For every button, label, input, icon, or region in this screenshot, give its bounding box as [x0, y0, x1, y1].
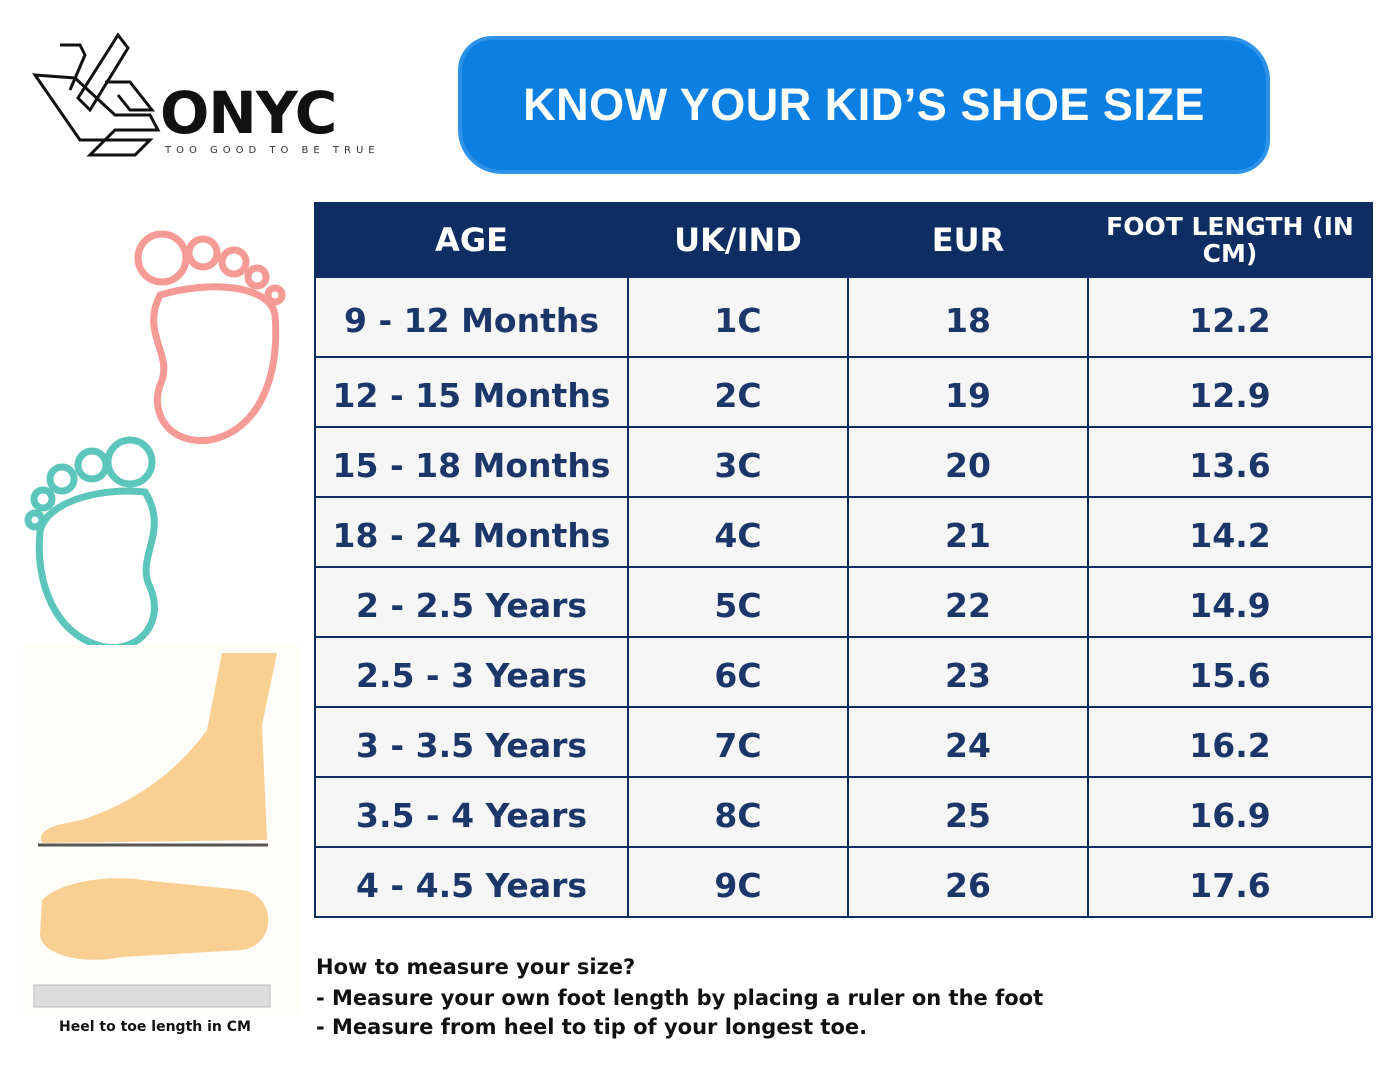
foot-measure-illustration: [22, 645, 302, 1015]
cell-uk-ind: 3C: [627, 426, 849, 498]
header-uk-ind: UK/IND: [628, 203, 849, 277]
header-eur: EUR: [848, 203, 1089, 277]
table-row: 2 - 2.5 Years 5C 22 14.9: [314, 566, 1373, 638]
cell-age: 18 - 24 Months: [314, 496, 629, 568]
cell-uk-ind: 2C: [627, 356, 849, 428]
cell-eur: 19: [847, 356, 1089, 428]
cell-uk-ind: 4C: [627, 496, 849, 568]
measure-step: - Measure from heel to tip of your longe…: [316, 1015, 868, 1039]
cell-uk-ind: 7C: [627, 706, 849, 778]
table-row: 2.5 - 3 Years 6C 23 15.6: [314, 636, 1373, 708]
table-row: 15 - 18 Months 3C 20 13.6: [314, 426, 1373, 498]
measure-question: How to measure your size?: [316, 955, 636, 979]
foot-side-view-icon: [33, 653, 278, 1008]
cell-uk-ind: 1C: [627, 276, 849, 358]
brand-tagline: TOO GOOD TO BE TRUE: [165, 145, 380, 156]
cell-uk-ind: 6C: [627, 636, 849, 708]
cell-age: 12 - 15 Months: [314, 356, 629, 428]
size-chart-table: AGE UK/IND EUR FOOT LENGTH (IN CM) 9 - 1…: [314, 202, 1373, 918]
cell-foot-length: 12.2: [1087, 276, 1373, 358]
title-banner: [462, 40, 1266, 170]
cell-foot-length: 13.6: [1087, 426, 1373, 498]
table-row: 3.5 - 4 Years 8C 25 16.9: [314, 776, 1373, 848]
cell-age: 3.5 - 4 Years: [314, 776, 629, 848]
cell-foot-length: 12.9: [1087, 356, 1373, 428]
brand-name: ONYC: [160, 79, 337, 147]
onyc-logo-icon: [31, 32, 161, 157]
measure-instructions: How to measure your size? - Measure your…: [316, 952, 1043, 1040]
header-foot-length: FOOT LENGTH (IN CM): [1088, 203, 1373, 277]
table-row: 9 - 12 Months 1C 18 12.2: [314, 276, 1373, 358]
table-row: 18 - 24 Months 4C 21 14.2: [314, 496, 1373, 568]
cell-age: 15 - 18 Months: [314, 426, 629, 498]
cell-eur: 25: [847, 776, 1089, 848]
page-title: KNOW YOUR KID’S SHOE SIZE: [523, 79, 1205, 130]
cell-uk-ind: 5C: [627, 566, 849, 638]
header-age: AGE: [315, 203, 629, 277]
teal-footprint-icon: [24, 436, 158, 652]
table-row: 4 - 4.5 Years 9C 26 17.6: [314, 846, 1373, 918]
foot-top-view-icon: [40, 878, 269, 960]
cell-age: 4 - 4.5 Years: [314, 846, 629, 918]
cell-age: 2 - 2.5 Years: [314, 566, 629, 638]
cell-age: 9 - 12 Months: [314, 276, 629, 358]
cell-eur: 18: [847, 276, 1089, 358]
cell-eur: 22: [847, 566, 1089, 638]
illustration-caption: Heel to toe length in CM: [59, 1019, 251, 1035]
cell-age: 3 - 3.5 Years: [314, 706, 629, 778]
cell-eur: 21: [847, 496, 1089, 568]
cell-age: 2.5 - 3 Years: [314, 636, 629, 708]
measure-step: - Measure your own foot length by placin…: [316, 986, 1044, 1010]
table-header-row: AGE UK/IND EUR FOOT LENGTH (IN CM): [315, 203, 1373, 277]
cell-foot-length: 14.9: [1087, 566, 1373, 638]
pink-footprint-icon: [134, 230, 286, 445]
cell-foot-length: 17.6: [1087, 846, 1373, 918]
cell-foot-length: 16.9: [1087, 776, 1373, 848]
cell-uk-ind: 9C: [627, 846, 849, 918]
table-row: 3 - 3.5 Years 7C 24 16.2: [314, 706, 1373, 778]
cell-foot-length: 14.2: [1087, 496, 1373, 568]
cell-eur: 23: [847, 636, 1089, 708]
cell-uk-ind: 8C: [627, 776, 849, 848]
cell-eur: 26: [847, 846, 1089, 918]
table-row: 12 - 15 Months 2C 19 12.9: [314, 356, 1373, 428]
cell-foot-length: 15.6: [1087, 636, 1373, 708]
cell-eur: 20: [847, 426, 1089, 498]
cell-foot-length: 16.2: [1087, 706, 1373, 778]
cell-eur: 24: [847, 706, 1089, 778]
ruler-icon: [33, 984, 271, 1008]
